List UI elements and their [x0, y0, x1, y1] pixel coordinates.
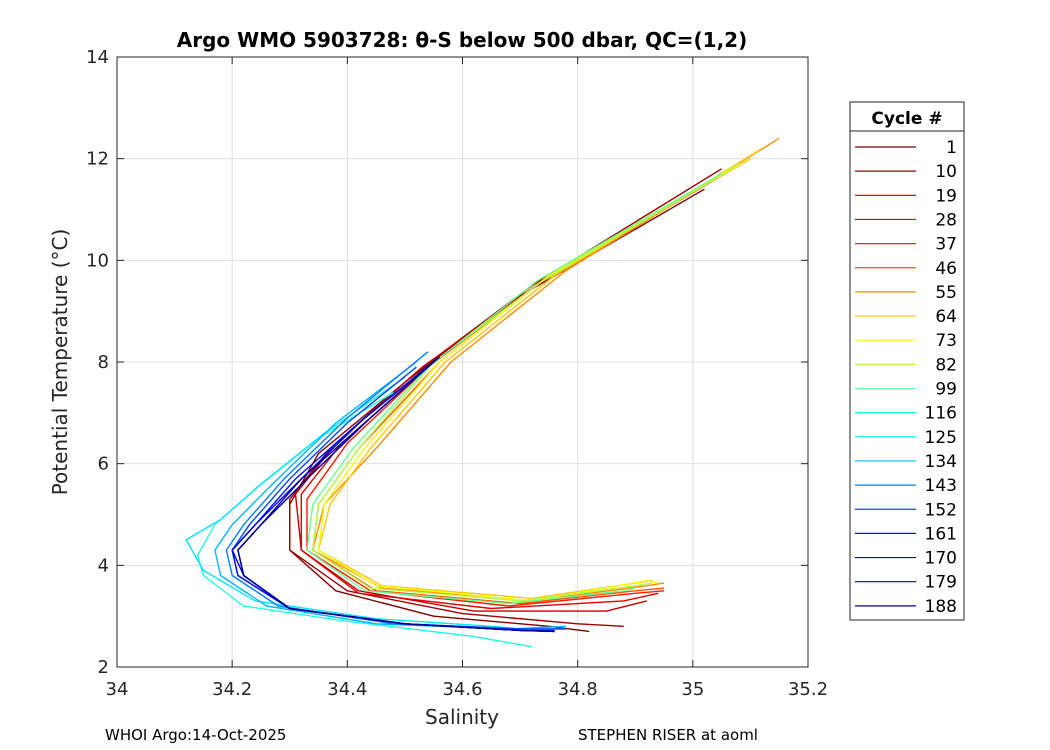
y-tick-label: 4: [98, 555, 109, 576]
series-line-cycle-82: [312, 163, 740, 602]
legend-label: 152: [925, 500, 957, 520]
x-tick-label: 34.6: [442, 679, 482, 700]
legend-label: 170: [925, 549, 957, 569]
legend-label: 64: [935, 307, 957, 327]
series-line-cycle-10: [289, 168, 722, 627]
legend-label: 10: [935, 162, 957, 182]
legend: Cycle # 1 10 19 28 37 46 55 64 73 82 99 116 125 134 14…: [849, 101, 965, 621]
series-layer: [185, 137, 780, 648]
x-tick-label: 35.2: [788, 679, 828, 700]
series-line-cycle-125: [185, 376, 549, 633]
legend-label: 143: [925, 476, 957, 496]
series-line-cycle-99: [306, 173, 722, 605]
y-tick-label: 10: [86, 250, 109, 271]
y-axis-label: Potential Temperature (°C): [48, 229, 72, 496]
footer-left: WHOI Argo:14-Oct-2025: [105, 726, 286, 744]
series-line-cycle-188: [237, 356, 555, 633]
legend-title: Cycle #: [871, 109, 942, 129]
legend-label: 55: [935, 283, 957, 303]
series-line-cycle-55: [312, 137, 780, 602]
legend-label: 28: [935, 210, 957, 230]
legend-label: 116: [925, 404, 957, 424]
legend-label: 99: [935, 380, 957, 400]
y-tick-label: 8: [98, 352, 109, 373]
x-tick-label: 34.4: [327, 679, 367, 700]
y-tick-label: 12: [86, 149, 109, 170]
legend-label: 73: [935, 331, 957, 351]
legend-label: 37: [935, 235, 957, 255]
legend-label: 161: [925, 524, 957, 544]
y-tick-label: 6: [98, 454, 109, 475]
legend-entries: 1 10 19 28 37 46 55 64 73 82 99 116 125 134 143 152 161 1…: [855, 138, 957, 617]
y-tick-label: 14: [86, 47, 109, 68]
x-tick-label: 34.8: [558, 679, 598, 700]
legend-label: 1: [946, 138, 957, 158]
chart-title: Argo WMO 5903728: θ-S below 500 dbar, QC…: [177, 28, 747, 52]
x-axis-label: Salinity: [425, 705, 499, 729]
legend-label: 134: [925, 452, 957, 472]
legend-label: 188: [925, 597, 957, 617]
series-line-cycle-64: [317, 147, 763, 600]
x-tick-label: 34: [106, 679, 129, 700]
legend-label: 46: [935, 259, 957, 279]
x-tick-label: 35: [681, 679, 704, 700]
y-tick-label: 2: [98, 657, 109, 678]
legend-label: 19: [935, 186, 957, 206]
legend-label: 82: [935, 355, 957, 375]
legend-label: 179: [925, 573, 957, 593]
series-line-cycle-73: [317, 158, 751, 602]
x-tick-label: 34.2: [212, 679, 252, 700]
footer-right: STEPHEN RISER at aoml: [578, 726, 758, 744]
axis-ticks: 34 34.2 34.4 34.6 34.8 35 35.2 2 4 6 8 10 12 14: [86, 47, 828, 700]
legend-label: 125: [925, 428, 957, 448]
